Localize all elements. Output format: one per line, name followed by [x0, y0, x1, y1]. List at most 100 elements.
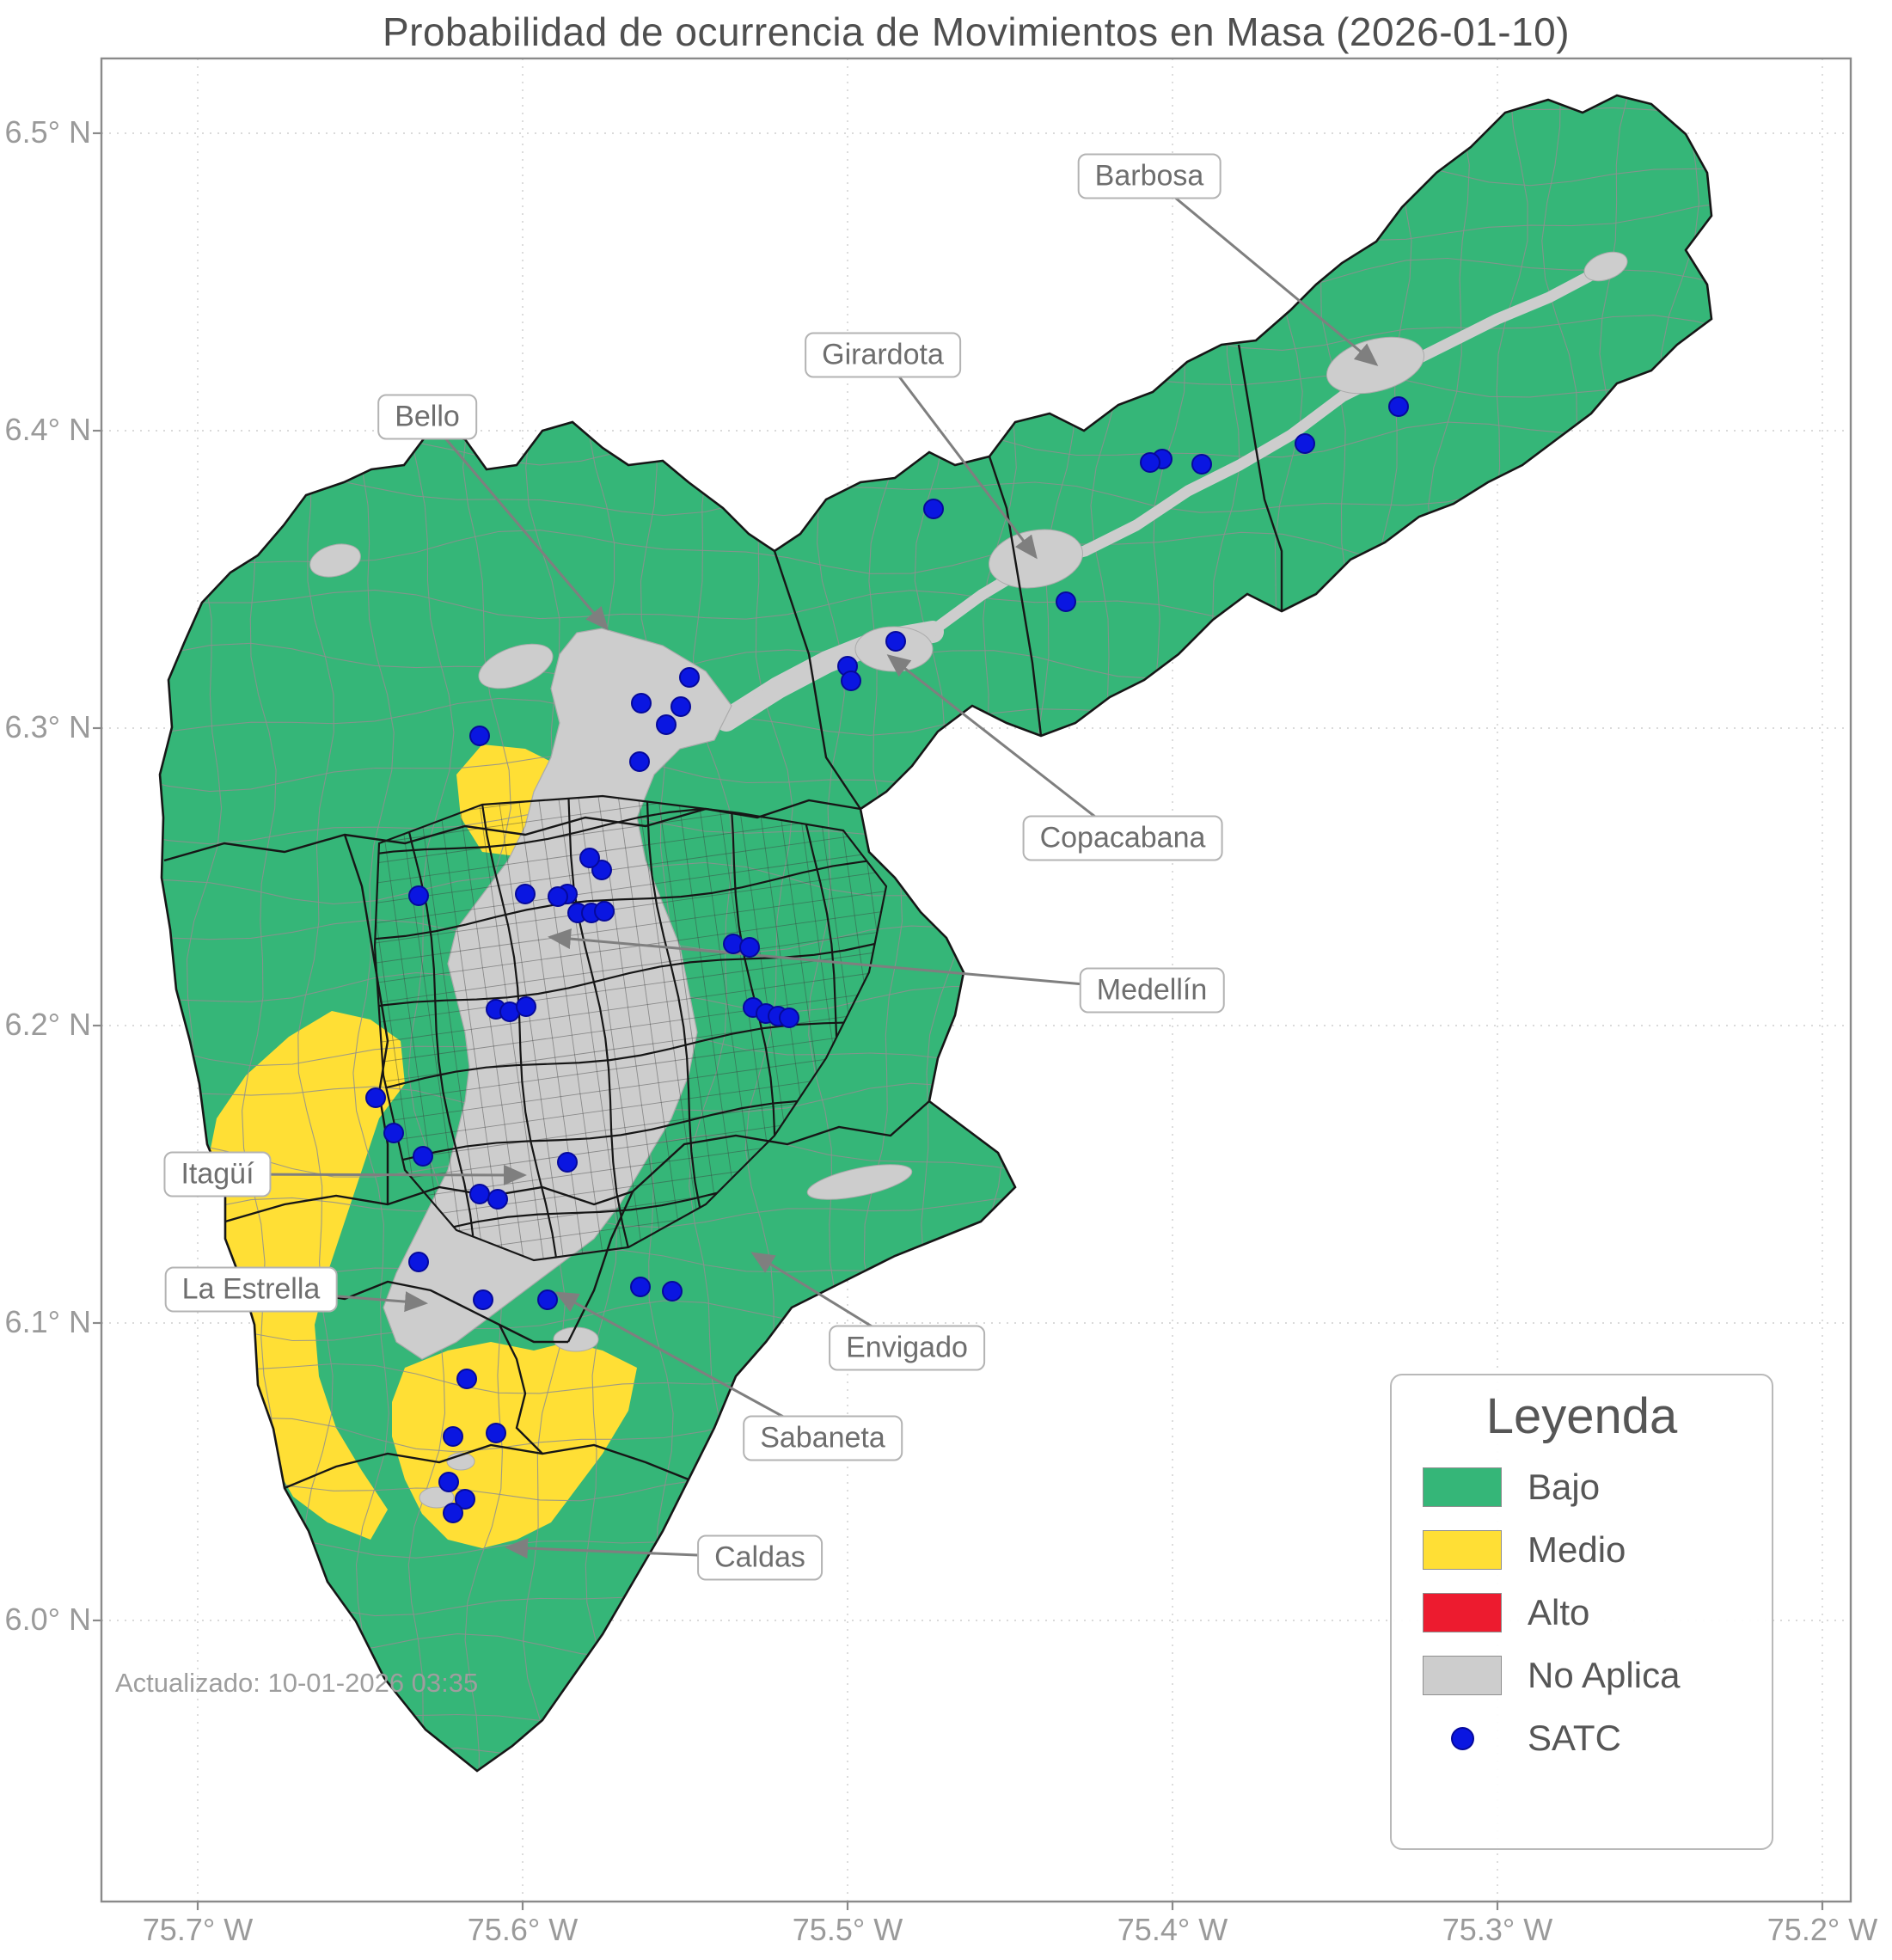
municipal-boundary: [284, 1443, 689, 1490]
legend-items: Bajo Medio Alto No Aplica SATC: [1392, 1467, 1772, 1759]
satc-station-dot: [679, 667, 700, 688]
comuna-boundary: [375, 1016, 886, 1100]
annotation-arrow-sabaneta: [554, 1291, 824, 1440]
satc-station-dot: [408, 1252, 429, 1272]
y-tick-label: 6.5° N: [4, 114, 91, 150]
comuna-boundary: [479, 796, 561, 1260]
satc-station-dot: [383, 1123, 404, 1143]
satc-station-dot: [629, 751, 650, 772]
city-block-line: [514, 796, 590, 1260]
urban-patch: [553, 1326, 599, 1352]
satc-station-dot: [591, 860, 612, 880]
urban-patch: [478, 643, 554, 689]
municipal-boundary: [632, 1100, 930, 1192]
city-block-line: [375, 908, 886, 992]
satc-station-dot: [1295, 433, 1315, 454]
y-tick-label: 6.0° N: [4, 1602, 91, 1637]
annotation-medell-n: Medellín: [1079, 967, 1225, 1014]
satc-station-dot: [1056, 591, 1076, 612]
satc-station-dot: [594, 901, 615, 922]
city-block-line: [651, 796, 726, 1260]
comuna-boundary: [375, 858, 886, 943]
basin-line: [1033, 95, 1075, 1771]
annotation-arrow-bello: [426, 416, 609, 631]
legend-color-swatch: [1423, 1656, 1502, 1695]
region-outline: [158, 94, 1713, 1773]
x-tick-label: 75.4° W: [1117, 1912, 1228, 1947]
x-tick-label: 75.3° W: [1442, 1912, 1553, 1947]
satc-station-dot: [923, 499, 944, 519]
municipal-boundary: [224, 1185, 634, 1223]
satc-station-dot: [486, 1423, 506, 1443]
annotation-envigado: Envigado: [829, 1325, 985, 1371]
satc-station-dot: [487, 1189, 508, 1210]
city-block-line: [375, 796, 886, 854]
legend-item-medio: Medio: [1423, 1529, 1772, 1571]
page-title: Probabilidad de ocurrencia de Movimiento…: [382, 9, 1571, 54]
annotation-barbosa: Barbosa: [1077, 153, 1222, 199]
satc-station-dot: [469, 726, 490, 746]
annotation-copacabana: Copacabana: [1022, 815, 1223, 861]
legend-dot-swatch: [1423, 1726, 1502, 1750]
annotation-caldas: Caldas: [697, 1534, 823, 1581]
legend-item-satc: SATC: [1423, 1718, 1772, 1759]
municipal-boundary: [498, 1324, 543, 1455]
satc-station-dot: [662, 1281, 683, 1302]
city-block-line: [534, 796, 609, 1260]
satc-station-dot: [670, 696, 691, 717]
x-tick-label: 75.6° W: [467, 1912, 579, 1947]
satc-station-dot: [630, 1277, 651, 1297]
satc-station-dot: [443, 1503, 463, 1523]
municipal-boundary: [566, 1191, 634, 1343]
satc-dot-icon: [1450, 1726, 1474, 1750]
comuna-boundary: [375, 935, 886, 1019]
satc-station-dot: [779, 1008, 799, 1028]
comuna-boundary: [398, 796, 478, 1260]
aburra-valley-region: [160, 95, 1711, 1771]
satc-station-dot: [365, 1087, 386, 1108]
satc-stations: [365, 396, 1409, 1523]
city-block-line: [375, 888, 886, 972]
municipal-boundary: [1237, 344, 1283, 611]
city-block-line: [455, 796, 531, 1260]
satc-station-dot: [1388, 396, 1409, 417]
basin-line: [1090, 95, 1132, 1771]
satc-station-dot: [456, 1369, 477, 1389]
satc-station-dot: [1140, 452, 1160, 473]
city-block-line: [375, 927, 886, 1011]
satc-station-dot: [841, 671, 861, 691]
city-block-line: [375, 966, 886, 1050]
satc-station-dot: [516, 996, 536, 1017]
satc-station-dot: [413, 1146, 433, 1167]
urban-patch: [309, 543, 361, 578]
comuna-boundary: [565, 796, 639, 1260]
satc-station-dot: [469, 1184, 490, 1204]
legend-item-alto: Alto: [1423, 1592, 1772, 1633]
satc-station-dot: [455, 1489, 475, 1510]
annotation-sabaneta: Sabaneta: [743, 1415, 903, 1461]
y-tick-label: 6.2° N: [4, 1007, 91, 1042]
satc-station-dot: [473, 1289, 493, 1310]
city-block-line: [375, 1025, 886, 1109]
legend-item-label: Medio: [1528, 1529, 1626, 1570]
y-tick-label: 6.3° N: [4, 709, 91, 744]
urban-patch: [419, 1486, 455, 1509]
y-tick-label: 6.1° N: [4, 1304, 91, 1339]
urban-patch: [1583, 251, 1628, 282]
city-block-line: [375, 848, 886, 933]
legend-color-swatch: [1423, 1593, 1502, 1632]
satc-station-dot: [557, 1152, 578, 1173]
annotation-la-estrella: La Estrella: [164, 1266, 338, 1313]
satc-station-dot: [443, 1426, 463, 1447]
satc-station-dot: [656, 714, 677, 735]
annotation-arrow-copacabana: [886, 654, 1124, 840]
municipal-boundary: [773, 550, 861, 810]
axis-tick-marks: [93, 132, 1824, 1910]
annotation-arrow-barbosa: [1148, 175, 1379, 366]
legend-item-label: SATC: [1528, 1718, 1621, 1758]
legend-color-swatch: [1423, 1530, 1502, 1570]
plot-border: [100, 57, 1852, 1903]
city-block-line: [436, 796, 511, 1260]
y-tick-label: 6.4° N: [4, 412, 91, 447]
